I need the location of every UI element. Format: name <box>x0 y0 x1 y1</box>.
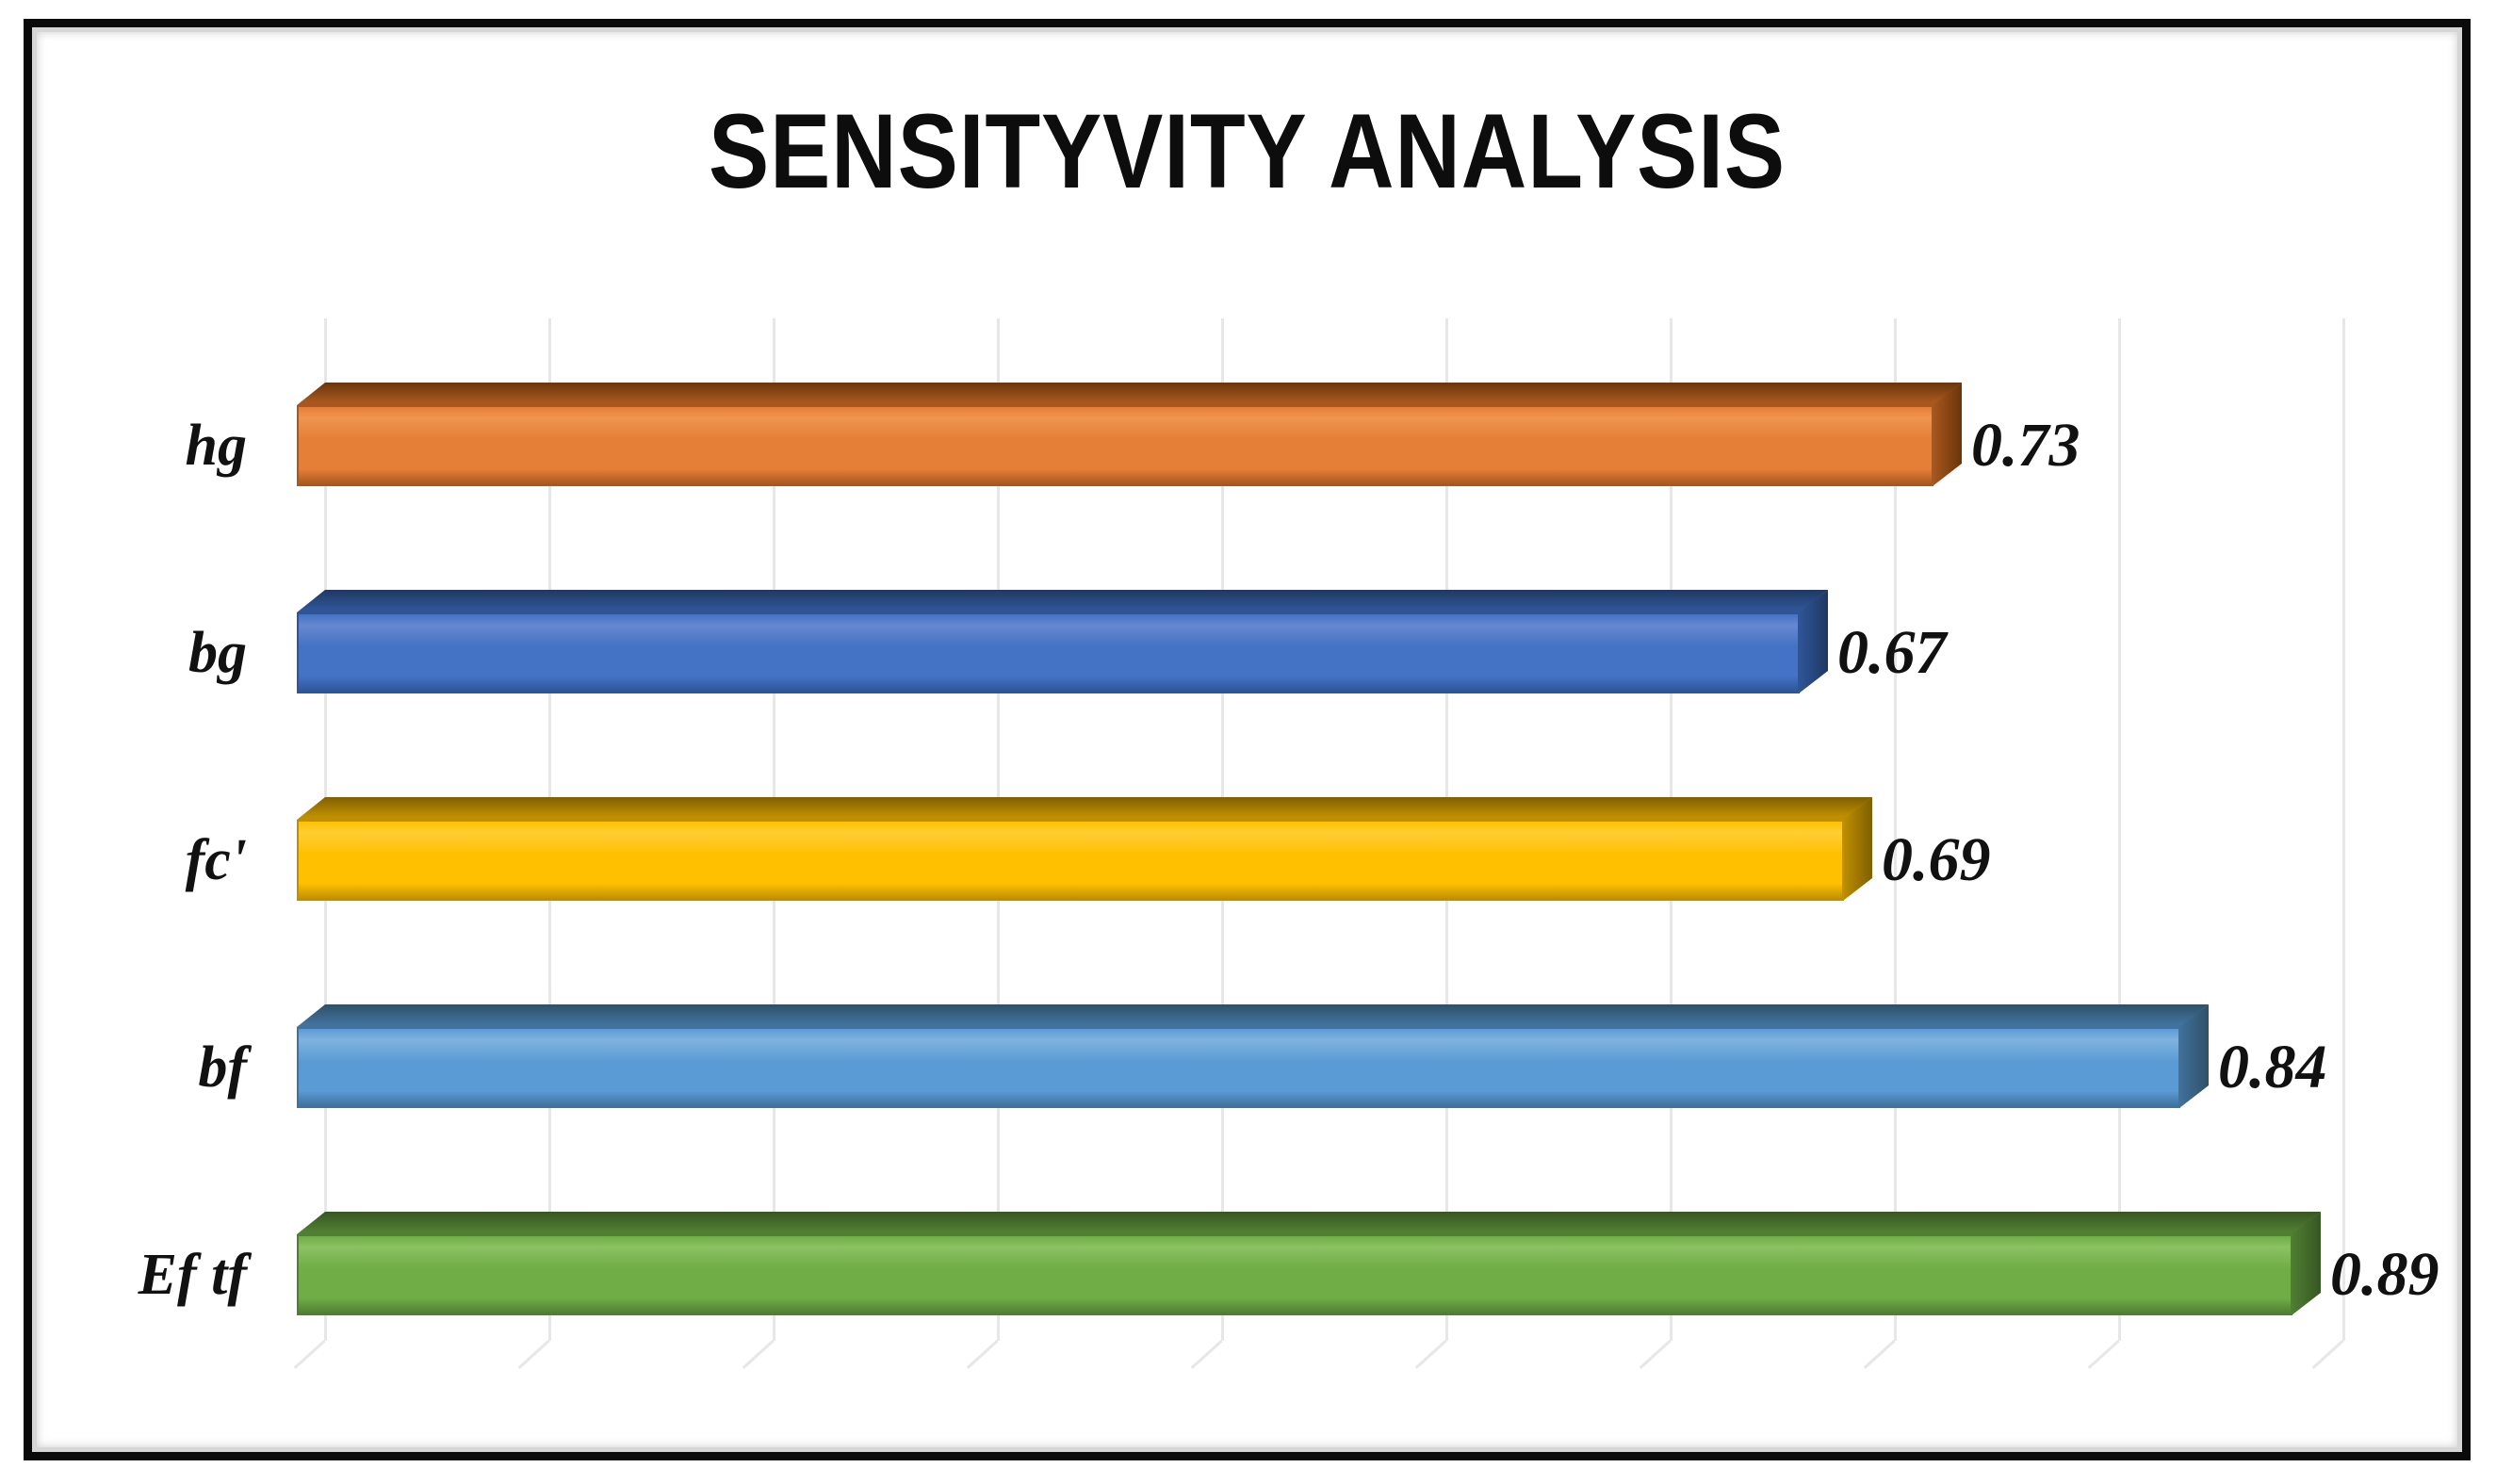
gridline-foot <box>517 1339 550 1370</box>
bar-front <box>297 612 1800 693</box>
category-label: bf <box>198 1035 247 1100</box>
bar-front <box>297 405 1933 486</box>
bar-front <box>297 820 1844 901</box>
gridline-foot <box>2087 1339 2120 1370</box>
gridline-foot <box>293 1339 326 1370</box>
bar-top-face <box>297 590 1828 612</box>
gridline <box>1893 318 1897 1341</box>
category-label: bg <box>188 620 247 685</box>
gridline-foot <box>1414 1339 1447 1370</box>
gridline <box>2341 318 2345 1341</box>
category-label: fc' <box>185 827 247 892</box>
category-label: Ef tf <box>138 1242 247 1307</box>
bar-front <box>297 1027 2180 1108</box>
gridline-foot <box>1639 1339 1672 1370</box>
chart-title: SENSITYVITY ANALYSIS <box>708 92 1786 210</box>
gridline-foot <box>1190 1339 1223 1370</box>
bar-top-face <box>297 1004 2209 1027</box>
value-label: 0.69 <box>1882 825 1991 894</box>
value-label: 0.84 <box>2218 1033 2327 1101</box>
category-label: hg <box>185 413 247 478</box>
bar-front <box>297 1234 2292 1315</box>
bar-top-face <box>297 1212 2321 1234</box>
bar-top-face <box>297 383 1962 405</box>
gridline-foot <box>742 1339 775 1370</box>
value-label: 0.89 <box>2330 1240 2439 1309</box>
value-label: 0.73 <box>1971 411 2080 480</box>
value-label: 0.67 <box>1837 618 1947 687</box>
gridline-foot <box>966 1339 999 1370</box>
gridline <box>2117 318 2121 1341</box>
bar-top-face <box>297 797 1872 820</box>
gridline-foot <box>1863 1339 1896 1370</box>
gridline-foot <box>2311 1339 2344 1370</box>
